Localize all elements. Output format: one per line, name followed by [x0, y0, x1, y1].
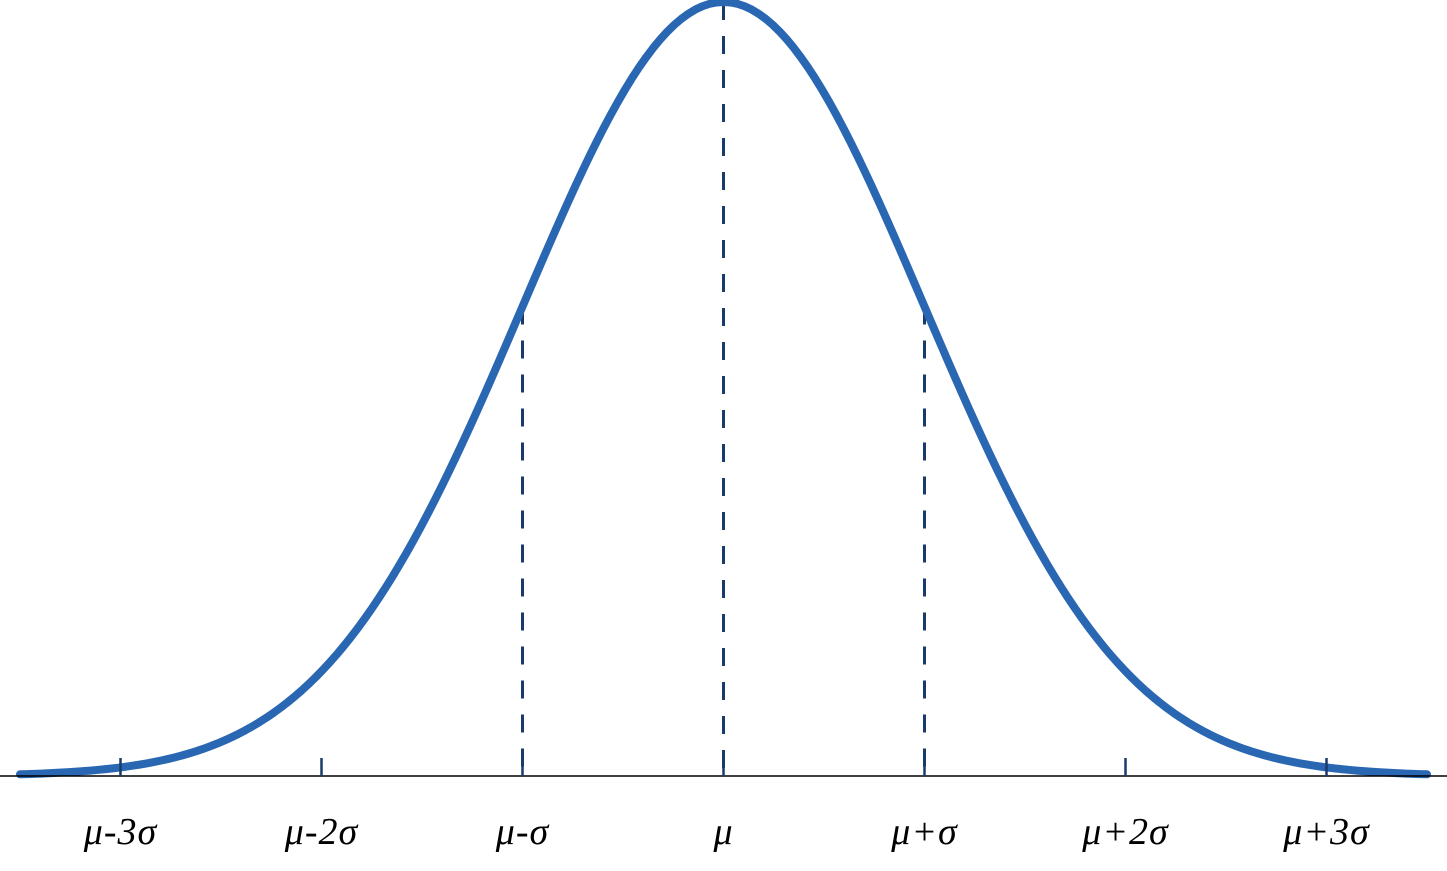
xtick-label: μ: [713, 810, 733, 854]
dashed-verticals: [523, 2, 925, 776]
xtick-label: μ+σ: [891, 810, 957, 854]
xtick-label: μ-3σ: [84, 810, 157, 854]
chart-svg: [0, 0, 1447, 866]
xtick-label: μ-σ: [496, 810, 549, 854]
xtick-label: μ+3σ: [1283, 810, 1369, 854]
xtick-label: μ+2σ: [1082, 810, 1168, 854]
xticks: [121, 758, 1327, 776]
xtick-label: μ-2σ: [285, 810, 358, 854]
normal-distribution-chart: μ-3σ μ-2σ μ-σ μ μ+σ μ+2σ μ+3σ: [0, 0, 1447, 866]
